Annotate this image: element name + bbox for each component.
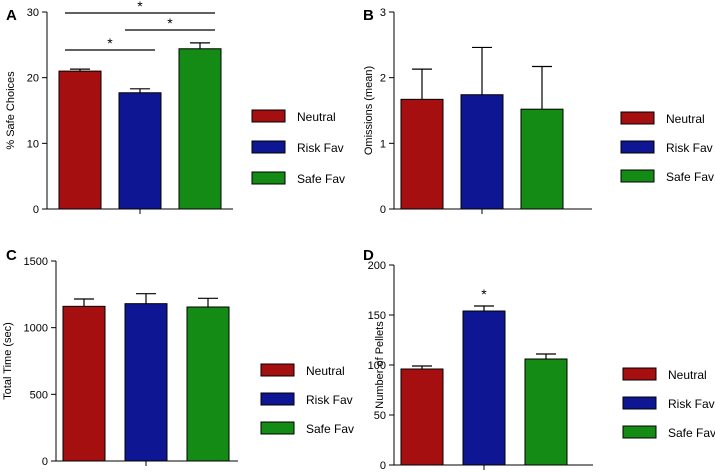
y-axis-label: Omissions (mean) (363, 66, 375, 155)
legend-swatch-safe-fav (620, 169, 655, 183)
legend-swatch-neutral (260, 363, 295, 377)
legend-label: Neutral (297, 110, 336, 124)
y-tick-label: 150 (368, 310, 386, 322)
legend-swatch-risk-fav (260, 392, 295, 406)
y-tick-label: 30 (27, 7, 39, 19)
y-tick-label: 1 (380, 138, 386, 150)
bar-risk-fav (118, 92, 162, 210)
y-axis-label: % Safe Choices (5, 71, 17, 150)
significance-star: * (167, 15, 173, 31)
panel-letter: D (363, 247, 374, 264)
legend-swatch-risk-fav (251, 140, 286, 154)
bar-safe-fav (520, 108, 564, 210)
panel-a: A % Safe Choices 0 10 20 30 * * * Neutral Risk Fav… (5, 0, 345, 216)
bar-neutral (400, 368, 444, 466)
y-tick-label: 1000 (24, 323, 48, 335)
bar-risk-fav (124, 303, 168, 462)
y-axis-label: Total Time (sec) (2, 322, 14, 400)
panel-c: C Total Time (sec) 0 500 1000 1500 Neutral Risk… (2, 247, 354, 468)
bar-risk-fav (460, 94, 504, 210)
y-tick-label: 20 (27, 73, 39, 85)
significance-star: * (107, 35, 113, 51)
bar-safe-fav (178, 48, 222, 210)
legend-label: Safe Fav (666, 170, 714, 184)
bar-neutral (400, 98, 444, 210)
significance-star: * (137, 0, 143, 14)
bar-neutral (58, 70, 102, 210)
bar-risk-fav (462, 310, 506, 466)
y-tick-label: 0 (33, 204, 39, 216)
y-tick-label: 10 (27, 138, 39, 150)
y-tick-label: 1500 (24, 256, 48, 268)
y-tick-label: 0 (380, 460, 386, 472)
panel-letter: B (363, 7, 374, 24)
legend-label: Neutral (306, 364, 345, 378)
y-tick-label: 200 (368, 260, 386, 272)
panel-letter: A (6, 7, 17, 24)
legend-label: Risk Fav (297, 141, 344, 155)
legend-label: Safe Fav (306, 422, 354, 436)
y-tick-label: 100 (368, 360, 386, 372)
y-tick-label: 50 (374, 410, 386, 422)
y-tick-label: 3 (380, 7, 386, 19)
legend-label: Risk Fav (666, 141, 713, 155)
bar-safe-fav (524, 358, 568, 466)
legend-swatch-neutral (622, 367, 657, 381)
significance-star: * (481, 286, 487, 302)
y-tick-label: 0 (380, 204, 386, 216)
panel-d: D Number of Pellets 0 50 100 150 200 * Neutral Ri… (363, 247, 715, 472)
legend-swatch-safe-fav (251, 171, 286, 185)
y-tick-label: 2 (380, 73, 386, 85)
bar-safe-fav (186, 306, 230, 462)
bar-neutral (62, 305, 106, 462)
legend-swatch-neutral (620, 111, 655, 125)
legend-label: Safe Fav (668, 426, 715, 440)
legend-swatch-safe-fav (260, 421, 295, 435)
legend-label: Safe Fav (297, 172, 345, 186)
legend-swatch-neutral (251, 109, 286, 123)
legend-swatch-risk-fav (620, 140, 655, 154)
y-axis-label: Number of Pellets (374, 321, 386, 409)
legend-swatch-risk-fav (622, 396, 657, 410)
legend-label: Risk Fav (668, 397, 715, 411)
y-tick-label: 500 (30, 389, 48, 401)
legend-label: Neutral (668, 368, 707, 382)
panel-letter: C (6, 247, 17, 264)
legend-label: Neutral (666, 112, 705, 126)
panel-b: B Omissions (mean) 0 1 2 3 Neutral Risk Fav Safe… (363, 7, 714, 216)
legend-swatch-safe-fav (622, 425, 657, 439)
y-tick-label: 0 (42, 456, 48, 468)
legend-label: Risk Fav (306, 393, 353, 407)
